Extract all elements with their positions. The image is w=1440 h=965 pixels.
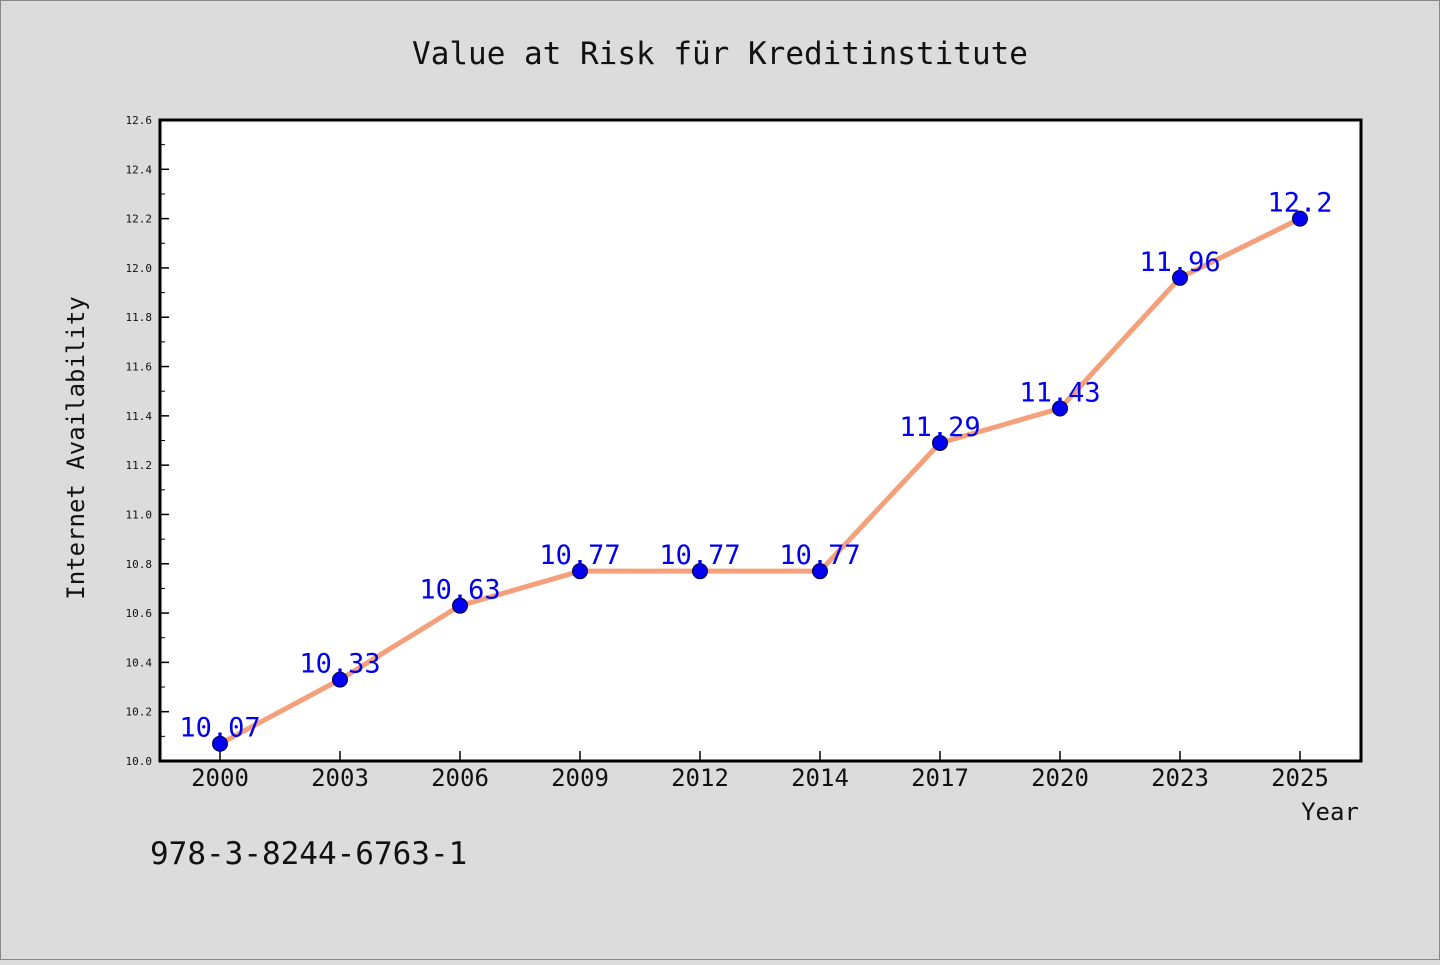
data-label: 10.77 xyxy=(779,540,860,571)
data-label: 11.29 xyxy=(899,412,980,443)
x-tick-label: 2023 xyxy=(1151,764,1209,792)
chart-title: Value at Risk für Kreditinstitute xyxy=(412,36,1028,72)
y-axis: 10.0 10.2 10.4 10.6 10.8 11.0 11.2 11.4 11.6 11.8… xyxy=(126,114,169,768)
x-tick-label: 2014 xyxy=(791,764,849,792)
data-point xyxy=(332,671,348,688)
y-tick-label: 10.4 xyxy=(126,656,153,669)
x-tick-label: 2003 xyxy=(311,764,369,792)
y-tick-label: 10.2 xyxy=(126,706,153,719)
data-point xyxy=(572,563,588,580)
data-point xyxy=(692,563,708,580)
x-tick-label: 2006 xyxy=(431,764,489,792)
data-label: 12.2 xyxy=(1267,188,1332,219)
y-tick-label: 10.0 xyxy=(126,755,153,768)
x-tick-label: 2009 xyxy=(551,764,609,792)
data-point xyxy=(212,735,228,752)
data-label: 11.43 xyxy=(1019,377,1100,408)
series-group: 10.07 10.33 10.63 10.77 10.77 10.77 11.29 11.43… xyxy=(179,188,1333,752)
plot-area xyxy=(160,120,1361,761)
data-label: 10.63 xyxy=(419,575,500,606)
y-tick-label: 10.8 xyxy=(126,558,153,571)
x-axis: 2000 2003 2006 2009 2012 2014 2017 2020 2023 2025 xyxy=(191,751,1329,792)
data-point xyxy=(1292,210,1308,227)
plot-frame xyxy=(158,118,1363,763)
y-tick-label: 11.6 xyxy=(126,361,153,374)
y-tick-label: 12.2 xyxy=(126,213,153,226)
data-point xyxy=(1172,269,1188,286)
x-tick-label: 2000 xyxy=(191,764,249,792)
series-line xyxy=(217,216,1303,747)
y-tick-label: 12.0 xyxy=(126,262,153,275)
data-label: 10.07 xyxy=(179,713,260,744)
data-point xyxy=(812,563,828,580)
y-axis-label: Internet Availability xyxy=(62,296,90,599)
y-tick-label: 11.0 xyxy=(126,508,153,521)
y-tick-label: 11.4 xyxy=(126,410,153,423)
x-tick-label: 2020 xyxy=(1031,764,1089,792)
y-tick-label: 12.6 xyxy=(126,114,153,127)
y-tick-label: 11.2 xyxy=(126,459,153,472)
data-label: 10.77 xyxy=(539,540,620,571)
data-point xyxy=(932,434,948,451)
data-point xyxy=(1052,400,1068,417)
data-label: 11.96 xyxy=(1139,247,1220,278)
x-axis-label: Year xyxy=(1301,798,1359,826)
x-tick-label: 2017 xyxy=(911,764,969,792)
y-tick-label: 11.8 xyxy=(126,311,153,324)
data-point xyxy=(452,597,468,614)
y-tick-label: 12.4 xyxy=(126,163,153,176)
y-tick-label: 10.6 xyxy=(126,607,153,620)
data-label: 10.33 xyxy=(299,649,380,680)
isbn-annotation: 978-3-8244-6763-1 xyxy=(150,836,467,872)
x-tick-label: 2025 xyxy=(1271,764,1329,792)
x-tick-label: 2012 xyxy=(671,764,729,792)
data-label: 10.77 xyxy=(659,540,740,571)
